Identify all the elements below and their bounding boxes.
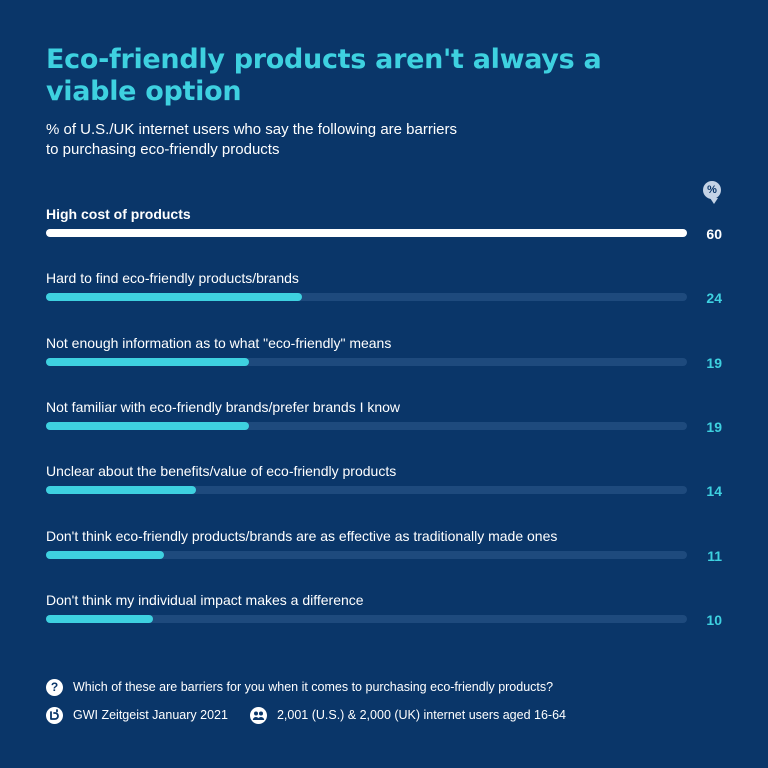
bar bbox=[46, 421, 249, 430]
sample-size: 2,001 (U.S.) & 2,000 (UK) internet users… bbox=[276, 708, 566, 722]
percent-pin-tail bbox=[710, 198, 718, 204]
question-icon: ? bbox=[46, 678, 63, 696]
bar-row: Don't think my individual impact makes a… bbox=[46, 591, 736, 631]
bar bbox=[46, 614, 153, 623]
bar-label: Unclear about the benefits/value of eco-… bbox=[46, 463, 397, 480]
bar-row: Hard to find eco-friendly products/brand… bbox=[46, 269, 736, 309]
bar-track bbox=[46, 357, 687, 366]
bar-label: Not familiar with eco-friendly brands/pr… bbox=[46, 398, 401, 415]
bar-row: High cost of products 60 bbox=[46, 205, 736, 245]
bar-track bbox=[46, 229, 687, 237]
bar-value-label: 60 bbox=[706, 226, 722, 242]
bar-track bbox=[46, 550, 687, 559]
bar-track bbox=[46, 614, 687, 623]
bar-value-label: 19 bbox=[706, 418, 722, 435]
bar-track bbox=[46, 293, 687, 302]
bar-label: High cost of products bbox=[46, 206, 191, 222]
bar-label: Not enough information as to what "eco-f… bbox=[46, 334, 392, 351]
bar-label: Don't think eco-friendly products/brands… bbox=[46, 527, 558, 544]
bar bbox=[46, 357, 249, 366]
bar bbox=[46, 486, 196, 495]
bar bbox=[46, 293, 303, 302]
bar bbox=[46, 229, 687, 237]
bar-row: Unclear about the benefits/value of eco-… bbox=[46, 462, 736, 502]
bar bbox=[46, 550, 164, 559]
bar-value-label: 19 bbox=[706, 354, 722, 371]
percent-unit-icon: % bbox=[703, 181, 721, 199]
people-icon bbox=[249, 706, 267, 724]
bar-value-label: 11 bbox=[707, 547, 722, 564]
data-source: GWI Zeitgeist January 2021 bbox=[73, 708, 228, 722]
chart-subtitle: % of U.S./UK internet users who say the … bbox=[46, 121, 458, 158]
bar-row: Don't think eco-friendly products/brands… bbox=[46, 527, 736, 567]
bar-label: Hard to find eco-friendly products/brand… bbox=[46, 270, 299, 287]
source-line: GWI Zeitgeist January 2021 2,001 (U.S.) … bbox=[46, 706, 566, 724]
bar-track bbox=[46, 486, 687, 495]
bar-row: Not familiar with eco-friendly brands/pr… bbox=[46, 398, 736, 438]
bar-value-label: 14 bbox=[706, 483, 722, 500]
bar-row: Not enough information as to what "eco-f… bbox=[46, 334, 736, 374]
bar-value-label: 24 bbox=[706, 290, 722, 307]
bar-value-label: 10 bbox=[706, 611, 722, 628]
bar-track bbox=[46, 421, 687, 430]
chart-title: Eco-friendly products aren't always a vi… bbox=[46, 44, 602, 107]
gwi-logo-icon bbox=[46, 706, 63, 724]
question-line: ? Which of these are barriers for you wh… bbox=[46, 678, 553, 696]
bar-label: Don't think my individual impact makes a… bbox=[46, 591, 364, 608]
survey-question: Which of these are barriers for you when… bbox=[73, 680, 554, 694]
